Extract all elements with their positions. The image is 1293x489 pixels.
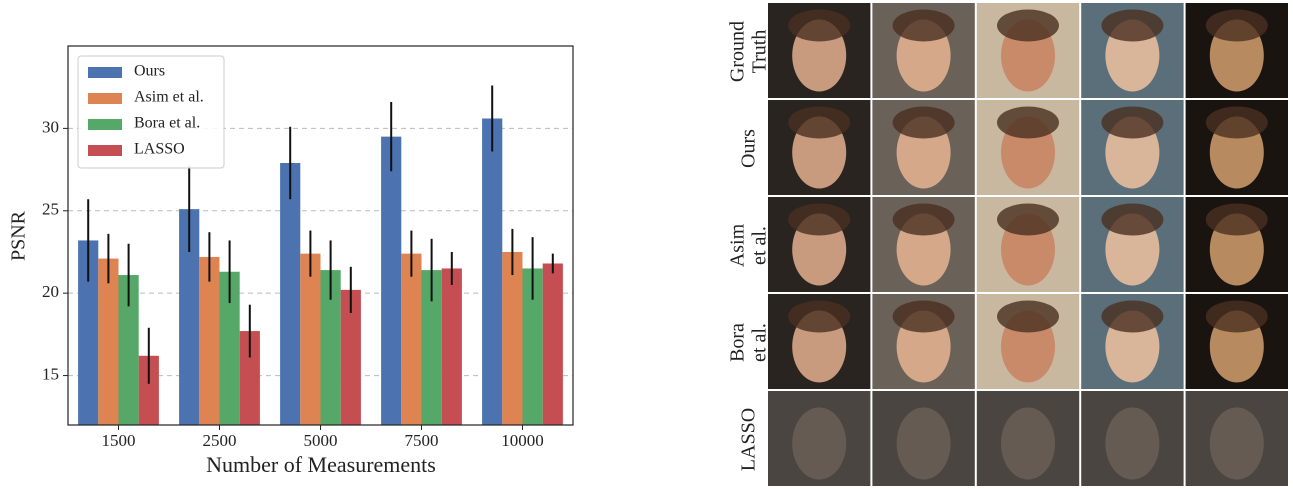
bar <box>78 240 99 425</box>
hair-shape <box>788 106 851 139</box>
plot-frame <box>67 45 574 426</box>
face-shape <box>1209 407 1264 480</box>
legend-swatch <box>88 67 122 78</box>
legend-swatch <box>88 119 122 130</box>
bar <box>179 209 200 425</box>
legend-swatch <box>88 145 122 156</box>
row-label: et al. <box>749 323 771 362</box>
x-tick-label: 7500 <box>405 431 439 450</box>
row-label: Ours <box>738 129 760 168</box>
legend-box <box>77 55 225 169</box>
hair-shape <box>1101 9 1164 42</box>
x-axis-label: Number of Measurements <box>206 452 436 477</box>
legend-label: Asim et al. <box>134 89 204 106</box>
face-shape <box>792 407 847 480</box>
bar <box>239 331 260 425</box>
hair-shape <box>997 300 1059 333</box>
y-axis-label: PSNR <box>8 210 30 261</box>
y-tick-label: 20 <box>42 282 59 301</box>
bar <box>522 268 543 425</box>
face-shape <box>1001 407 1055 480</box>
hair-shape <box>1205 203 1268 236</box>
x-tick-label: 2500 <box>203 431 237 450</box>
bar <box>340 289 361 425</box>
row-label: Asim <box>727 223 749 267</box>
bar <box>320 270 341 425</box>
bar <box>219 271 240 425</box>
hair-shape <box>1101 300 1164 333</box>
y-tick-label: 15 <box>42 364 59 383</box>
bar <box>199 256 220 425</box>
hair-shape <box>1205 300 1268 333</box>
row-label: et al. <box>749 226 771 265</box>
hair-shape <box>788 9 851 42</box>
bar <box>118 275 139 425</box>
bar <box>98 258 119 425</box>
x-tick-label: 10000 <box>501 431 544 450</box>
image-grid <box>768 3 1288 486</box>
hair-shape <box>892 300 955 333</box>
hair-shape <box>892 106 955 139</box>
hair-shape <box>997 9 1059 42</box>
hair-shape <box>997 106 1059 139</box>
bar <box>138 355 159 425</box>
bar <box>441 268 462 425</box>
hair-shape <box>1205 9 1268 42</box>
legend-label: Bora et al. <box>134 115 200 132</box>
bar <box>280 162 301 425</box>
hair-shape <box>788 300 851 333</box>
bar <box>482 118 503 426</box>
row-label: Ground <box>727 21 749 82</box>
bar <box>502 251 523 425</box>
hair-shape <box>1101 106 1164 139</box>
legend-swatch <box>88 93 122 104</box>
bar <box>421 270 442 425</box>
face-shape <box>896 407 951 480</box>
row-label: Bora <box>727 323 749 362</box>
row-label: LASSO <box>738 408 760 471</box>
hair-shape <box>892 9 955 42</box>
face-shape <box>1105 407 1160 480</box>
row-label: Truth <box>749 30 771 74</box>
legend-label: Ours <box>134 63 165 80</box>
legend-label: LASSO <box>134 141 185 158</box>
x-tick-label: 1500 <box>102 431 136 450</box>
bar <box>381 136 402 425</box>
bar <box>300 253 321 425</box>
hair-shape <box>1205 106 1268 139</box>
hair-shape <box>892 203 955 236</box>
bar <box>542 263 563 425</box>
x-tick-label: 5000 <box>304 431 338 450</box>
y-tick-label: 30 <box>42 117 59 136</box>
hair-shape <box>997 203 1059 236</box>
y-tick-label: 25 <box>42 200 59 219</box>
hair-shape <box>788 203 851 236</box>
hair-shape <box>1101 203 1164 236</box>
bar <box>401 253 422 425</box>
